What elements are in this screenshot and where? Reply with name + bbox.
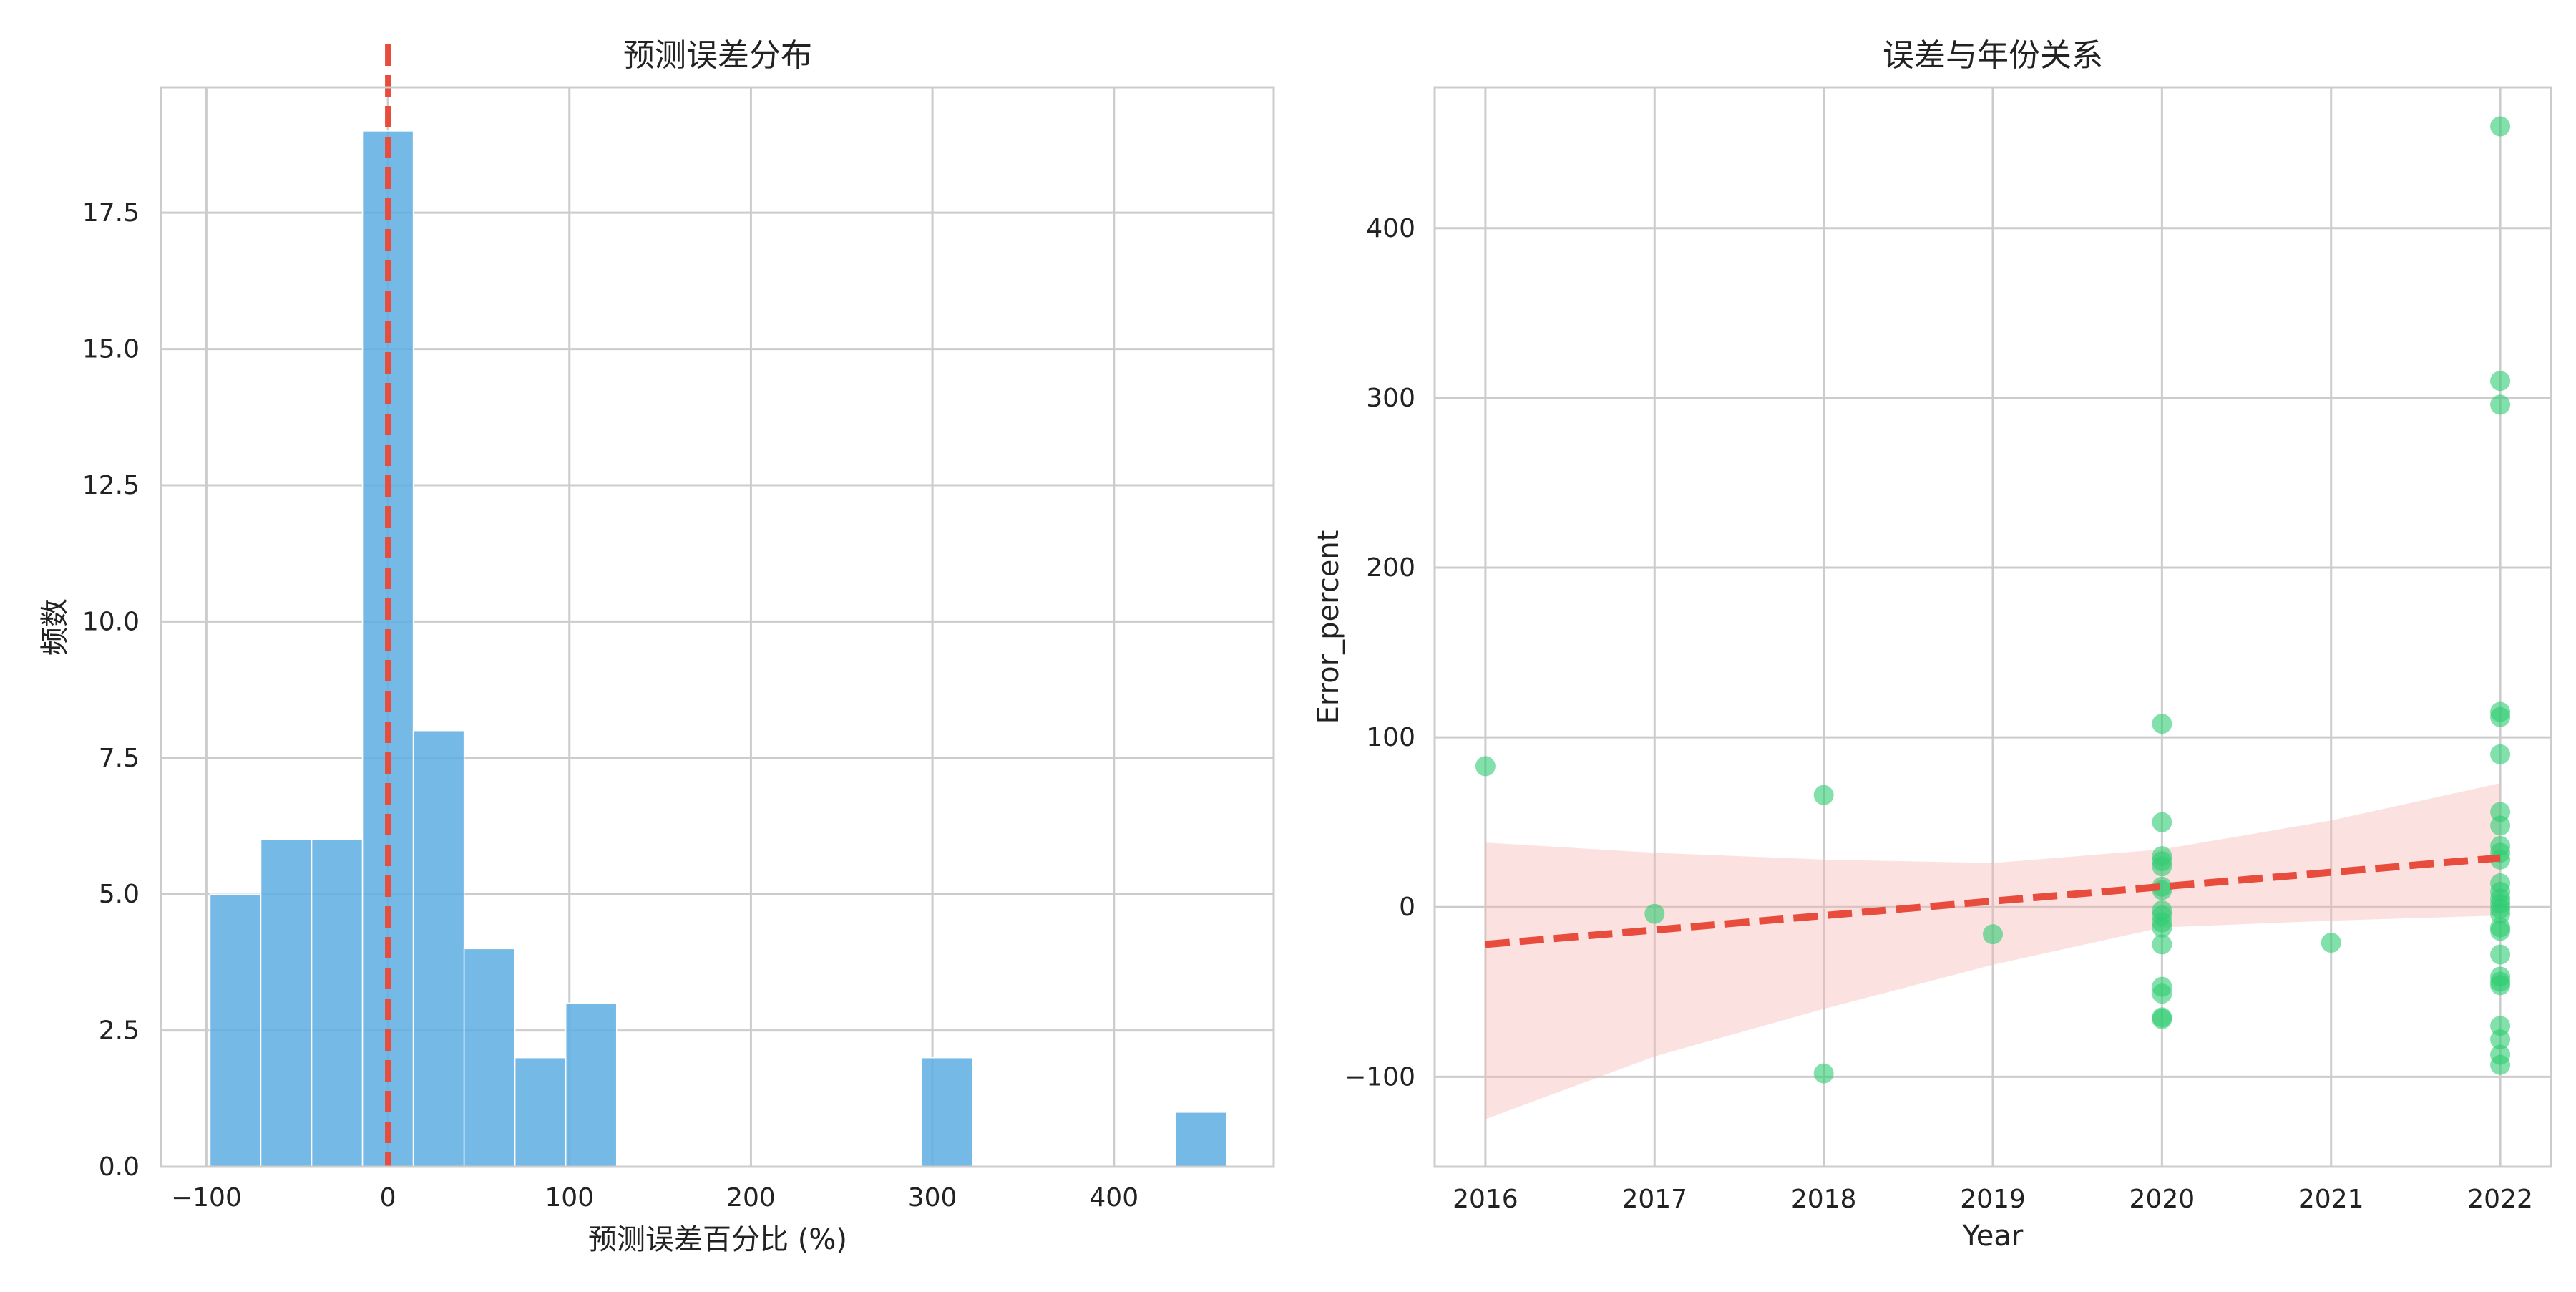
scatter-point (2152, 917, 2172, 938)
histogram-y-tick-label: 2.5 (99, 1016, 140, 1046)
scatter-point (2490, 744, 2511, 764)
scatter-x-ticks: 2016 2017 2018 2019 2020 2021 2022 (1453, 1185, 2533, 1214)
scatter-point (1983, 924, 2003, 945)
scatter-point (2490, 944, 2511, 965)
confidence-band (1485, 783, 2501, 1119)
scatter-point (1644, 903, 1665, 924)
histogram-bars (209, 130, 1227, 1167)
histogram-x-ticks: −100 0 100 200 300 400 (171, 1183, 1138, 1213)
scatter-point (1813, 1063, 1834, 1084)
scatter-y-tick-label: 200 (1366, 553, 1415, 583)
scatter-panel: 误差与年份关系 2016 2017 2018 2019 2020 2021 2022 −10… (1312, 37, 2552, 1253)
scatter-x-tick-label: 2022 (2467, 1185, 2533, 1214)
scatter-x-label: Year (1962, 1220, 2024, 1253)
scatter-point (2321, 933, 2341, 953)
scatter-x-tick-label: 2019 (1960, 1185, 2026, 1214)
histogram-grid (161, 87, 1274, 1168)
scatter-grid (1435, 87, 2551, 1167)
scatter-point (2490, 116, 2511, 137)
scatter-point (2490, 975, 2511, 996)
scatter-point (2152, 714, 2172, 734)
scatter-point (2490, 815, 2511, 836)
scatter-point (2490, 394, 2511, 415)
histogram-y-tick-label: 0.0 (99, 1152, 140, 1182)
histogram-y-tick-label: 10.0 (82, 607, 140, 636)
scatter-point (2490, 706, 2511, 727)
histogram-bar (311, 839, 364, 1167)
scatter-frame (1433, 86, 2552, 1168)
histogram-y-tick-label: 5.0 (99, 880, 140, 909)
scatter-point (2152, 1009, 2172, 1029)
scatter-y-ticks: −100 0 100 200 300 400 (1345, 214, 1415, 1092)
histogram-x-tick-label: −100 (171, 1183, 242, 1213)
scatter-x-tick-label: 2018 (1791, 1185, 1857, 1214)
scatter-y-tick-label: −100 (1345, 1062, 1415, 1092)
scatter-point (2152, 983, 2172, 1004)
histogram-bar (1175, 1112, 1227, 1167)
scatter-y-tick-label: 0 (1399, 893, 1415, 922)
histogram-x-tick-label: 0 (380, 1183, 396, 1213)
scatter-point (1813, 785, 1834, 805)
scatter-point (2490, 1054, 2511, 1075)
histogram-bar (921, 1057, 973, 1167)
histogram-x-tick-label: 300 (908, 1183, 957, 1213)
scatter-y-label: Error_percent (1312, 530, 1345, 724)
scatter-points (1475, 116, 2511, 1084)
scatter-y-tick-label: 400 (1366, 214, 1415, 243)
scatter-confidence-band (1485, 783, 2501, 1119)
histogram-title: 预测误差分布 (623, 37, 812, 74)
histogram-x-label: 预测误差百分比 (%) (588, 1223, 847, 1256)
scatter-x-tick-label: 2020 (2129, 1185, 2195, 1214)
histogram-bar (412, 729, 465, 1167)
histogram-frame (160, 86, 1275, 1168)
histogram-bar (260, 839, 313, 1167)
histogram-y-label: 频数 (39, 598, 72, 656)
scatter-point (2152, 812, 2172, 832)
scatter-x-tick-label: 2016 (1453, 1185, 1518, 1214)
scatter-point (2152, 856, 2172, 877)
histogram-y-tick-label: 7.5 (99, 744, 140, 773)
scatter-point (1475, 756, 1496, 777)
scatter-y-tick-label: 100 (1366, 723, 1415, 752)
scatter-y-tick-label: 300 (1366, 384, 1415, 413)
histogram-y-tick-label: 17.5 (82, 198, 140, 228)
histogram-bar (463, 948, 516, 1167)
scatter-title: 误差与年份关系 (1883, 37, 2103, 74)
histogram-x-tick-label: 200 (726, 1183, 776, 1213)
histogram-bar (209, 893, 262, 1167)
scatter-point (2490, 371, 2511, 392)
histogram-y-tick-label: 15.0 (82, 335, 140, 364)
scatter-point (2152, 934, 2172, 955)
histogram-panel: 预测误差分布 −100 0 100 200 300 400 0.0 2.5 5.0 7.5 10.… (39, 37, 1275, 1256)
histogram-x-tick-label: 400 (1089, 1183, 1138, 1213)
histogram-bar (514, 1057, 567, 1167)
histogram-y-tick-label: 12.5 (82, 471, 140, 500)
scatter-x-tick-label: 2021 (2298, 1185, 2364, 1214)
scatter-point (2490, 1029, 2511, 1050)
histogram-y-ticks: 0.0 2.5 5.0 7.5 10.0 12.5 15.0 17.5 (82, 198, 140, 1182)
scatter-point (2490, 921, 2511, 941)
histogram-x-tick-label: 100 (545, 1183, 594, 1213)
scatter-x-tick-label: 2017 (1621, 1185, 1687, 1214)
histogram-bar (565, 1002, 618, 1167)
